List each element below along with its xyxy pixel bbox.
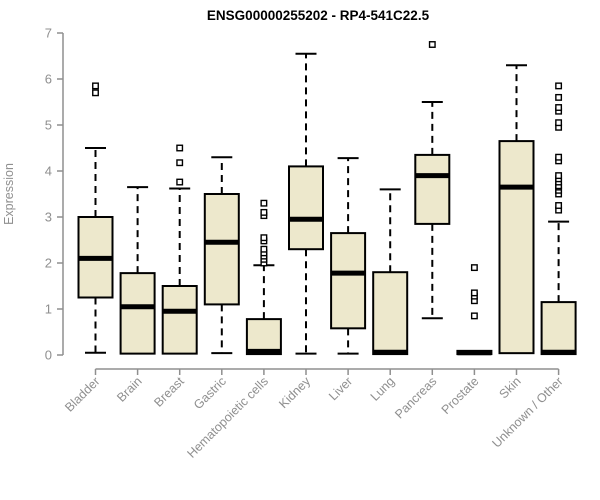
boxplot-kidney: [288, 52, 324, 355]
boxplot-liver: [330, 157, 367, 355]
y-tick-label: 4: [45, 164, 52, 179]
outlier-point: [555, 172, 563, 180]
outlier-point: [260, 199, 268, 207]
box: [119, 272, 156, 355]
outlier-point: [555, 82, 563, 90]
box: [245, 318, 282, 356]
box: [372, 271, 409, 356]
box: [161, 285, 198, 355]
outlier-point: [92, 82, 99, 90]
y-tick-label: 0: [45, 348, 52, 363]
box: [330, 232, 367, 330]
boxplot-bladder: [77, 82, 114, 354]
y-tick-label: 3: [45, 210, 52, 225]
outlier-point: [555, 104, 563, 111]
chart-title: ENSG00000255202 - RP4-541C22.5: [207, 8, 430, 23]
boxplot-brain: [119, 186, 156, 355]
x-category-label: Gastric: [191, 374, 229, 412]
x-category-label: Skin: [497, 374, 524, 401]
x-category-label: Kidney: [276, 374, 313, 411]
outlier-point: [260, 245, 268, 253]
outlier-point: [470, 264, 478, 272]
y-tick-label: 5: [45, 118, 52, 133]
boxplot-unknown-other: [540, 82, 577, 356]
box: [498, 140, 535, 355]
boxplot-prostate: [456, 264, 493, 356]
x-category-label: Liver: [326, 374, 355, 403]
x-category-label: Breast: [151, 374, 187, 410]
y-tick-label: 6: [45, 72, 52, 87]
x-category-label: Pancreas: [392, 374, 439, 421]
y-tick-label: 1: [45, 302, 52, 317]
outlier-point: [470, 312, 478, 320]
y-tick-label: 2: [45, 256, 52, 271]
outlier-point: [176, 144, 184, 152]
x-category-label: Hematopoietic cells: [184, 374, 271, 461]
box: [203, 193, 240, 306]
outlier-point: [428, 41, 436, 48]
boxplot-series: [77, 41, 577, 356]
box: [540, 301, 577, 356]
x-category-label: Prostate: [439, 374, 482, 417]
x-category-label: Lung: [368, 374, 398, 404]
outlier-point: [555, 202, 563, 209]
outlier-point: [555, 119, 563, 127]
outlier-point: [176, 178, 184, 186]
outlier-point: [260, 208, 268, 216]
y-axis-label: Expression: [2, 163, 16, 225]
x-category-label: Bladder: [62, 374, 102, 414]
boxplot-skin: [498, 64, 535, 355]
boxplot-breast: [161, 144, 198, 355]
boxplot-pancreas: [414, 41, 451, 320]
box: [288, 165, 324, 251]
boxplot-gastric: [203, 156, 240, 355]
boxplot-hematopoietic-cells: [245, 199, 282, 356]
outlier-point: [470, 289, 478, 297]
outlier-point: [555, 153, 563, 161]
box: [414, 153, 451, 225]
outlier-point: [92, 89, 99, 97]
outlier-point: [176, 159, 184, 167]
x-category-label: Brain: [114, 374, 145, 405]
boxplot-lung: [372, 188, 409, 356]
y-tick-label: 7: [45, 26, 52, 41]
outlier-point: [555, 93, 563, 101]
outlier-point: [260, 234, 268, 242]
